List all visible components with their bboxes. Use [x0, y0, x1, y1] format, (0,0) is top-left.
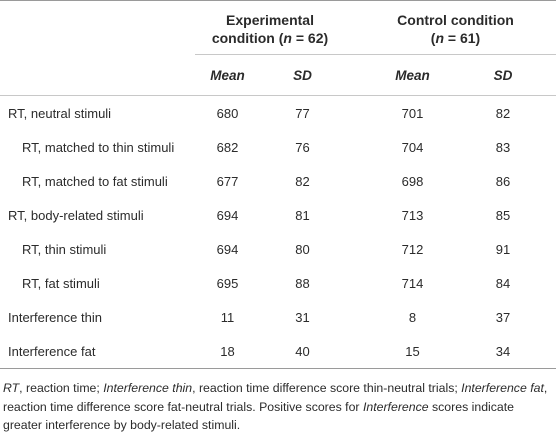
cell-value: 695	[216, 275, 239, 291]
cell-value: 88	[295, 275, 310, 291]
cell-value: 80	[295, 241, 310, 257]
footnote-text: Interference thin	[103, 381, 193, 395]
footnote-text: Interference	[362, 399, 429, 414]
sample-part: n	[283, 30, 292, 46]
cell-value: 81	[295, 207, 310, 223]
data-table: Experimental condition (n = 62) Control co…	[0, 0, 556, 369]
footnote-text: , reaction time difference score fat-neu…	[3, 381, 548, 414]
cell-value: 682	[216, 139, 239, 155]
cell-value: 694	[216, 207, 239, 223]
cell-value: 713	[401, 207, 424, 223]
cell-value: 701	[401, 105, 424, 121]
cell-value: 18	[220, 343, 235, 359]
footnote-text: Interference fat	[461, 381, 544, 395]
table-row: RT, fat stimuli 695 88 714 84	[0, 266, 556, 300]
column-header: Mean	[195, 54, 260, 96]
cell-value: 714	[401, 275, 424, 291]
footnote: RT, reaction time; Interference thin, re…	[0, 369, 556, 435]
cell-value: 8	[408, 309, 417, 325]
sample-part: n	[435, 30, 445, 46]
row-label: RT, fat stimuli	[22, 275, 100, 291]
table-row: RT, thin stimuli 694 80 712 91	[0, 232, 556, 266]
row-label: RT, thin stimuli	[22, 241, 107, 257]
footnote-text: scores indicate greater interference by …	[3, 399, 515, 433]
cell-value: 11	[220, 309, 235, 325]
cell-value: 15	[405, 343, 420, 359]
cell-value: 76	[295, 139, 310, 155]
table-row: RT, matched to thin stimuli 682 76 704 83	[0, 130, 556, 164]
table-row: Interference thin 11 31 8 37	[0, 300, 556, 334]
group-header: Experimental condition (n = 62)	[195, 0, 345, 55]
sample-part: condition (	[211, 30, 284, 46]
sample-part: = 62)	[291, 30, 329, 46]
row-label: RT, neutral stimuli	[8, 105, 112, 121]
cell-value: 40	[295, 343, 310, 359]
sample-part: = 61)	[444, 30, 481, 46]
cell-value: 82	[495, 105, 511, 121]
footnote-text: , reaction time difference score thin-ne…	[192, 381, 462, 395]
column-header: Mean	[345, 54, 480, 96]
cell-value: 694	[216, 241, 239, 257]
cell-value: 680	[216, 105, 239, 121]
group-sample: condition (n = 62)	[195, 29, 345, 47]
row-label: Interference fat	[8, 343, 96, 359]
table-row: RT, neutral stimuli 680 77 701 82	[0, 96, 556, 131]
group-title: Experimental	[226, 12, 314, 28]
subheader-row: Mean SD Mean SD	[0, 54, 556, 96]
table-row: RT, matched to fat stimuli 677 82 698 86	[0, 164, 556, 198]
cell-value: 85	[495, 207, 511, 223]
cell-value: 698	[401, 173, 424, 189]
cell-value: 704	[401, 139, 424, 155]
footnote-text: RT	[3, 381, 20, 395]
group-header-row: Experimental condition (n = 62) Control co…	[0, 0, 556, 55]
group-sample: (n = 61)	[385, 29, 526, 47]
row-label: Interference thin	[8, 309, 102, 325]
table-row: RT, body-related stimuli 694 81 713 85	[0, 198, 556, 232]
cell-value: 677	[216, 173, 239, 189]
cell-value: 86	[495, 173, 511, 189]
group-title: Control condition	[397, 12, 514, 28]
cell-value: 37	[495, 309, 511, 325]
cell-value: 83	[495, 139, 511, 155]
cell-value: 77	[295, 105, 310, 121]
cell-value: 91	[495, 241, 511, 257]
row-label: RT, matched to thin stimuli	[22, 139, 175, 155]
group-header: Control condition (n = 61)	[345, 0, 556, 55]
cell-value: 84	[495, 275, 511, 291]
table-row: Interference fat 18 40 15 34	[0, 334, 556, 369]
empty-header	[0, 54, 195, 96]
column-header: SD	[260, 54, 345, 96]
cell-value: 31	[295, 309, 310, 325]
column-header: SD	[480, 54, 556, 96]
row-label: RT, matched to fat stimuli	[22, 173, 168, 189]
cell-value: 82	[295, 173, 310, 189]
footnote-text: , reaction time;	[19, 381, 104, 395]
empty-header	[0, 1, 195, 55]
sample-part: (	[430, 30, 436, 46]
cell-value: 34	[495, 343, 511, 359]
row-label: RT, body-related stimuli	[8, 207, 144, 223]
cell-value: 712	[401, 241, 424, 257]
